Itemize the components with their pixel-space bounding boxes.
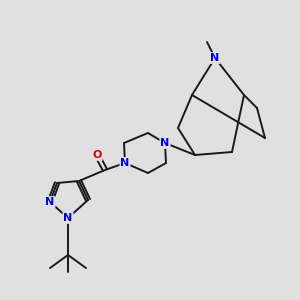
Text: N: N [210, 53, 220, 63]
Text: O: O [92, 150, 102, 160]
Text: N: N [120, 158, 130, 168]
Text: N: N [160, 138, 169, 148]
Text: N: N [45, 197, 55, 207]
Text: N: N [63, 213, 73, 223]
